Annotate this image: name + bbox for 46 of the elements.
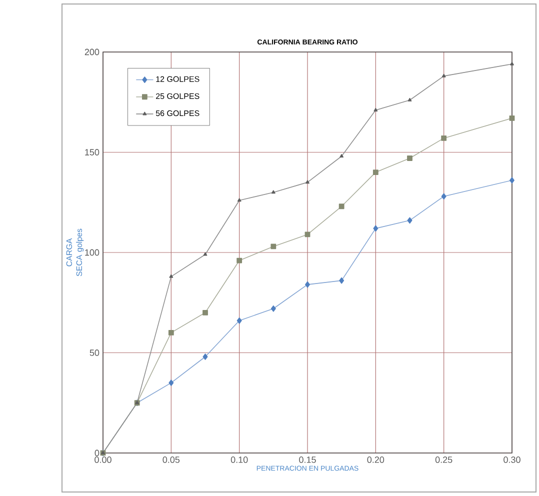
x-tick-label: 0.00 (94, 456, 112, 463)
point (372, 170, 378, 175)
point (340, 154, 344, 158)
y-tick-label: 100 (85, 249, 100, 256)
point (304, 232, 310, 238)
point (236, 258, 242, 264)
point (408, 98, 412, 102)
y-tick-label: 0 (94, 450, 100, 456)
point (236, 317, 242, 324)
y-tick-label: 150 (85, 149, 100, 156)
point (374, 108, 378, 112)
y-tick-label: 200 (84, 48, 100, 56)
point (270, 244, 276, 250)
legend-label: 56 GOLPES (156, 110, 200, 116)
point (510, 62, 514, 66)
legend-label: 12 GOLPES (156, 76, 200, 82)
point (441, 136, 447, 141)
point (373, 225, 378, 232)
point (237, 198, 242, 202)
legend-label: 25 GOLPES (156, 93, 200, 99)
point (202, 354, 208, 360)
x-tick-label: 0.20 (367, 456, 384, 463)
point (202, 310, 208, 316)
x-tick-label: 0.15 (299, 456, 316, 463)
point (338, 204, 344, 210)
x-tick-label: 0.10 (230, 456, 248, 463)
point (442, 74, 446, 78)
x-tick-label: 0.05 (162, 456, 180, 463)
point (509, 177, 514, 184)
x-tick-label: 0.30 (504, 456, 520, 463)
point (339, 277, 344, 284)
y-axis-title: CARGA SECA golpes (66, 228, 84, 276)
point (169, 274, 174, 278)
point (168, 330, 174, 336)
point (305, 281, 310, 288)
point (168, 380, 174, 386)
point (407, 217, 412, 224)
point (270, 305, 276, 312)
point (306, 180, 310, 184)
x-tick-label: 0.25 (435, 456, 452, 463)
y-tick-label: 50 (90, 350, 100, 356)
point (407, 156, 412, 161)
point (203, 252, 208, 256)
point (271, 190, 276, 194)
point (509, 115, 515, 121)
point (441, 193, 446, 200)
